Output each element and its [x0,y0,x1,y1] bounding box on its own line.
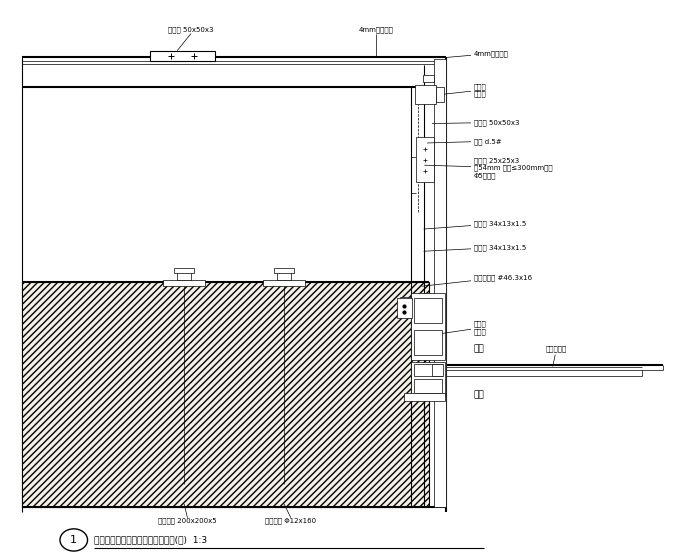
Text: 首铝首龙骨 #46.3x16: 首铝首龙骨 #46.3x16 [422,274,531,286]
Bar [417,137,433,182]
Bar [411,293,445,359]
Bar [415,379,441,393]
Bar [401,297,411,307]
Text: 方钢管 34x13x1.5: 方钢管 34x13x1.5 [424,220,526,229]
Bar [432,364,443,376]
Text: 底层垫件 200x200x5: 底层垫件 200x200x5 [158,517,217,524]
Text: 方钢管 50x50x3: 方钢管 50x50x3 [168,26,214,33]
Bar [435,87,444,102]
Text: 耐候胶
填充棒: 耐候胶 填充棒 [442,321,486,335]
Text: 方钢管 50x50x3: 方钢管 50x50x3 [432,119,519,126]
Text: 金牌螺栓 Φ12x160: 金牌螺栓 Φ12x160 [265,517,316,524]
Text: 铝塑板骨管: 铝塑板骨管 [546,345,567,366]
Bar [263,280,304,286]
Text: 隔热断桥窗与铝塑板连接节点详图(一)  1:3: 隔热断桥窗与铝塑板连接节点详图(一) 1:3 [94,536,208,545]
Bar [433,59,446,507]
Bar [174,268,194,273]
Text: 螺栓 d.5#: 螺栓 d.5# [428,138,501,145]
Text: 4mm厚铝塑板: 4mm厚铝塑板 [446,50,509,57]
Bar [149,51,215,61]
Text: 角钢角 25x25x3
长54mm 间距≤300mm带宽
Φ5膨胀管: 角钢角 25x25x3 长54mm 间距≤300mm带宽 Φ5膨胀管 [425,157,552,179]
Bar [273,268,294,273]
Bar [277,272,291,280]
Bar [415,299,441,324]
Bar [404,393,445,401]
Bar [177,272,191,280]
Text: 耐候胶
填充棒: 耐候胶 填充棒 [444,83,486,97]
Bar [424,75,433,82]
Bar [163,280,205,286]
Text: 室外: 室外 [473,344,484,353]
Bar [415,330,441,355]
Bar [397,299,412,318]
Bar [415,85,435,104]
Bar [411,362,445,396]
Text: 室内: 室内 [473,390,484,399]
Bar [22,282,429,507]
Bar [415,364,441,376]
Text: 方钢管 34x13x1.5: 方钢管 34x13x1.5 [424,244,526,251]
Bar [22,88,429,282]
Text: 4mm厚铝塑板: 4mm厚铝塑板 [358,26,393,33]
Text: 1: 1 [71,535,78,545]
